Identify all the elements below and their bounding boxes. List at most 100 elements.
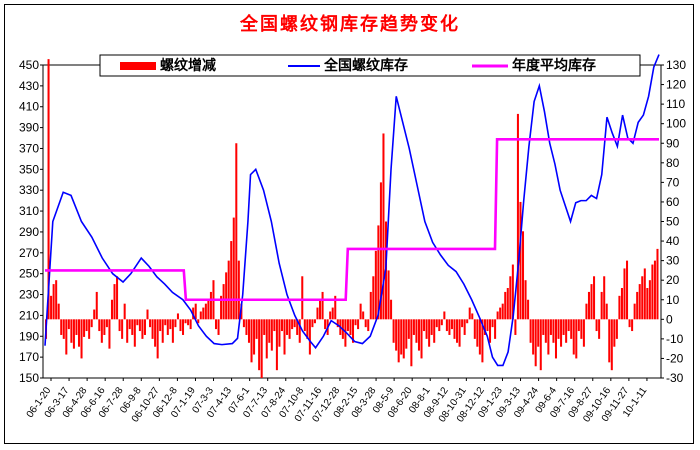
bar-change (580, 319, 583, 339)
legend: 螺纹增减 全国螺纹库存 年度平均库存 (99, 54, 641, 77)
right-tick-label: -30 (666, 371, 684, 385)
left-tick-label: 190 (19, 329, 39, 343)
bar-change (293, 319, 296, 328)
bar-change (539, 319, 542, 371)
bar-change (182, 319, 185, 335)
bar-change (230, 241, 233, 320)
bar-change (209, 291, 212, 320)
bar-change (590, 284, 593, 320)
line-series (44, 54, 660, 367)
bar-change (557, 319, 560, 339)
left-tick-label: 330 (19, 183, 39, 197)
bar-change (316, 307, 319, 320)
bar-change (156, 319, 159, 359)
bar-change (187, 319, 190, 326)
bar-change (83, 319, 86, 337)
left-tick-label: 390 (19, 121, 39, 135)
bar-change (450, 319, 453, 330)
bar-change (643, 268, 646, 320)
left-tick-label: 150 (19, 371, 39, 385)
bar-change (136, 319, 139, 326)
bar-change (321, 291, 324, 320)
bar-change (204, 303, 207, 320)
bar-change (367, 319, 370, 332)
left-tick-label: 430 (19, 79, 39, 93)
bar-change (88, 319, 91, 339)
legend-swatch-bar (120, 62, 156, 70)
bar-change (116, 276, 119, 320)
bar-change (217, 319, 220, 335)
right-tick-label: 60 (666, 195, 680, 209)
left-tick-label: 410 (19, 100, 39, 114)
bar-change (258, 319, 261, 371)
bar-change (85, 319, 88, 332)
bar-change (440, 319, 443, 326)
bar-change (67, 319, 70, 330)
bar-change (298, 319, 301, 343)
bar-change (618, 295, 621, 320)
bar-change (532, 319, 535, 355)
bar-change (100, 319, 103, 343)
bar-change (260, 319, 263, 378)
bar-change (324, 319, 327, 330)
right-tick-label: 120 (666, 78, 686, 92)
bar-change (461, 319, 464, 328)
bar-change (245, 319, 248, 335)
legend-label-stock: 全国螺纹库存 (323, 57, 408, 73)
bar-change (352, 319, 355, 343)
bar-change (242, 319, 245, 328)
bar-change (308, 319, 311, 355)
bar-change (395, 319, 398, 351)
bar-change (70, 319, 73, 343)
bar-change (466, 319, 469, 324)
bar-change (336, 319, 339, 328)
bar-change (524, 280, 527, 320)
left-tick-label: 310 (19, 204, 39, 218)
bar-change (567, 319, 570, 332)
bar-change (489, 319, 492, 343)
left-tick-label: 350 (19, 162, 39, 176)
bar-change (128, 319, 131, 330)
bar-change (521, 231, 525, 320)
bar-change (585, 303, 588, 320)
bar-change (410, 319, 413, 367)
bar-change (423, 319, 426, 332)
bar-change (651, 264, 654, 320)
right-tick-label: 100 (666, 117, 686, 131)
bar-change (572, 319, 575, 355)
right-tick-label: 40 (666, 234, 680, 248)
bar-change (433, 319, 436, 343)
bar-change (364, 319, 367, 328)
bar-change (435, 319, 438, 328)
bar-change (80, 319, 83, 359)
left-tick-label: 170 (19, 350, 39, 364)
bar-change (199, 311, 202, 320)
right-tick-label: -20 (666, 351, 684, 365)
average-line (45, 138, 659, 302)
bar-change (412, 319, 415, 335)
bar-change (633, 303, 636, 320)
bar-change (344, 319, 347, 347)
bar-change (494, 319, 497, 339)
bar-change (458, 319, 461, 347)
bar-change (620, 288, 623, 320)
bar-change (313, 319, 316, 324)
bar-change (62, 319, 65, 339)
bar-change (565, 319, 568, 343)
bar-change (194, 303, 197, 320)
bar-change (197, 319, 200, 324)
bar-change (623, 268, 626, 320)
bar-change (506, 288, 509, 320)
bar-change (273, 319, 276, 332)
bar-change (529, 319, 532, 343)
bar-change (514, 319, 517, 335)
bar-change (390, 299, 393, 320)
bar-change (280, 319, 283, 332)
right-axis: -30 -20 -10 0 10 20 30 40 50 60 70 80 90 100 110 120 130 (661, 58, 686, 385)
right-tick-label: 20 (666, 273, 680, 287)
bar-change (159, 319, 162, 332)
bar-change (448, 319, 451, 335)
bar-change (626, 260, 629, 320)
bar-change (593, 276, 596, 320)
bar-change (283, 319, 286, 355)
